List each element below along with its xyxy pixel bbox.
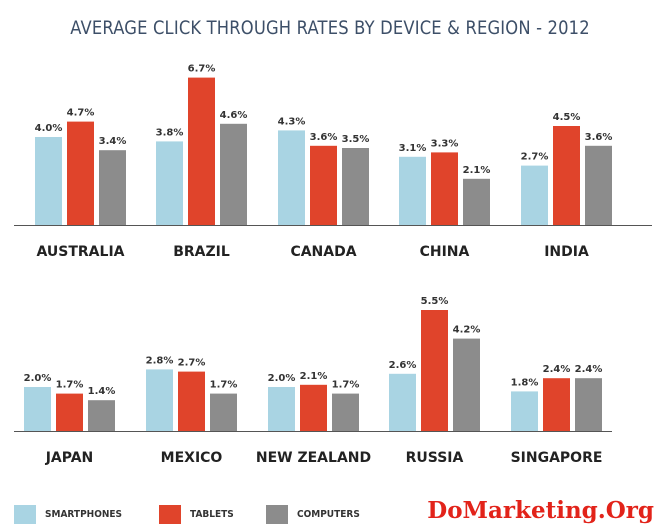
bar-russia-smartphones <box>389 373 416 431</box>
bar-brazil-smartphones <box>156 141 183 225</box>
category-label-canada: CANADA <box>290 244 356 260</box>
value-label-new-zealand-computers: 1.7% <box>332 380 360 391</box>
category-label-new-zealand: NEW ZEALAND <box>256 450 371 466</box>
bar-india-smartphones <box>521 165 548 225</box>
category-label-mexico: MEXICO <box>161 450 223 466</box>
bar-mexico-tablets <box>178 371 205 431</box>
value-label-china-tablets: 3.3% <box>431 138 459 149</box>
value-label-new-zealand-tablets: 2.1% <box>300 371 328 382</box>
bar-china-computers <box>463 178 490 225</box>
value-label-brazil-smartphones: 3.8% <box>156 127 184 138</box>
legend-item-tablets: TABLETS <box>158 504 239 524</box>
category-label-brazil: BRAZIL <box>173 244 230 260</box>
legend-swatch-tablets <box>158 504 181 524</box>
value-label-singapore-tablets: 2.4% <box>543 364 571 375</box>
bar-mexico-computers <box>210 393 237 431</box>
bar-india-tablets <box>553 126 580 225</box>
legend-item-computers: COMPUTERS <box>266 504 367 524</box>
legend-label-computers: COMPUTERS <box>297 508 361 520</box>
bar-new-zealand-smartphones <box>268 387 295 431</box>
bar-brazil-computers <box>220 123 247 225</box>
value-label-china-smartphones: 3.1% <box>399 143 427 154</box>
value-label-singapore-computers: 2.4% <box>575 364 603 375</box>
category-label-australia: AUSTRALIA <box>37 244 125 260</box>
legend-label-tablets: TABLETS <box>189 508 234 520</box>
value-label-brazil-computers: 4.6% <box>220 110 248 121</box>
legend-label-smartphones: SMARTPHONES <box>45 508 123 520</box>
value-label-mexico-tablets: 2.7% <box>178 358 206 369</box>
value-label-new-zealand-smartphones: 2.0% <box>268 373 296 384</box>
legend-swatch-computers <box>266 504 289 524</box>
bar-russia-tablets <box>421 310 448 431</box>
value-label-russia-tablets: 5.5% <box>421 296 449 307</box>
value-label-mexico-smartphones: 2.8% <box>146 355 174 366</box>
category-label-japan: JAPAN <box>45 450 94 466</box>
watermark-logo: DoMarketing.Org <box>427 497 654 524</box>
value-label-canada-computers: 3.5% <box>342 134 370 145</box>
bar-japan-tablets <box>56 393 83 431</box>
chart-title: AVERAGE CLICK THROUGH RATES BY DEVICE & … <box>70 17 590 39</box>
value-label-mexico-computers: 1.7% <box>210 380 238 391</box>
bar-singapore-computers <box>575 378 602 431</box>
bar-russia-computers <box>453 338 480 431</box>
bar-mexico-smartphones <box>146 369 173 431</box>
bar-singapore-smartphones <box>511 391 538 431</box>
bar-new-zealand-computers <box>332 393 359 431</box>
value-label-australia-smartphones: 4.0% <box>35 123 63 134</box>
bar-canada-tablets <box>310 145 337 225</box>
value-label-australia-computers: 3.4% <box>99 136 127 147</box>
value-label-china-computers: 2.1% <box>463 165 491 176</box>
bar-china-tablets <box>431 152 458 225</box>
value-label-canada-tablets: 3.6% <box>310 132 338 143</box>
bar-singapore-tablets <box>543 378 570 431</box>
bar-new-zealand-tablets <box>300 384 327 431</box>
category-label-china: CHINA <box>420 244 470 260</box>
bar-australia-tablets <box>67 121 94 225</box>
bar-china-smartphones <box>399 156 426 225</box>
bar-australia-smartphones <box>35 137 62 225</box>
legend-swatch-smartphones <box>14 504 36 524</box>
value-label-singapore-smartphones: 1.8% <box>511 377 539 388</box>
category-label-russia: RUSSIA <box>406 450 464 466</box>
bar-japan-computers <box>88 400 115 431</box>
value-label-japan-smartphones: 2.0% <box>24 373 52 384</box>
value-label-india-computers: 3.6% <box>585 132 613 143</box>
value-label-australia-tablets: 4.7% <box>67 108 95 119</box>
legend: SMARTPHONES TABLETS COMPUTERS <box>14 503 395 525</box>
value-label-brazil-tablets: 6.7% <box>188 64 216 75</box>
value-label-india-smartphones: 2.7% <box>521 152 549 163</box>
bar-brazil-tablets <box>188 77 215 225</box>
value-label-india-tablets: 4.5% <box>553 112 581 123</box>
value-label-japan-tablets: 1.7% <box>56 380 84 391</box>
bar-canada-smartphones <box>278 130 305 225</box>
category-label-india: INDIA <box>544 244 589 260</box>
value-label-russia-computers: 4.2% <box>453 325 481 336</box>
value-label-canada-smartphones: 4.3% <box>278 116 306 127</box>
legend-item-smartphones: SMARTPHONES <box>14 504 131 524</box>
value-label-russia-smartphones: 2.6% <box>389 360 417 371</box>
bar-canada-computers <box>342 148 369 225</box>
bar-india-computers <box>585 145 612 225</box>
category-label-singapore: SINGAPORE <box>511 450 603 466</box>
value-label-japan-computers: 1.4% <box>88 386 116 397</box>
bar-australia-computers <box>99 150 126 225</box>
bar-japan-smartphones <box>24 387 51 431</box>
